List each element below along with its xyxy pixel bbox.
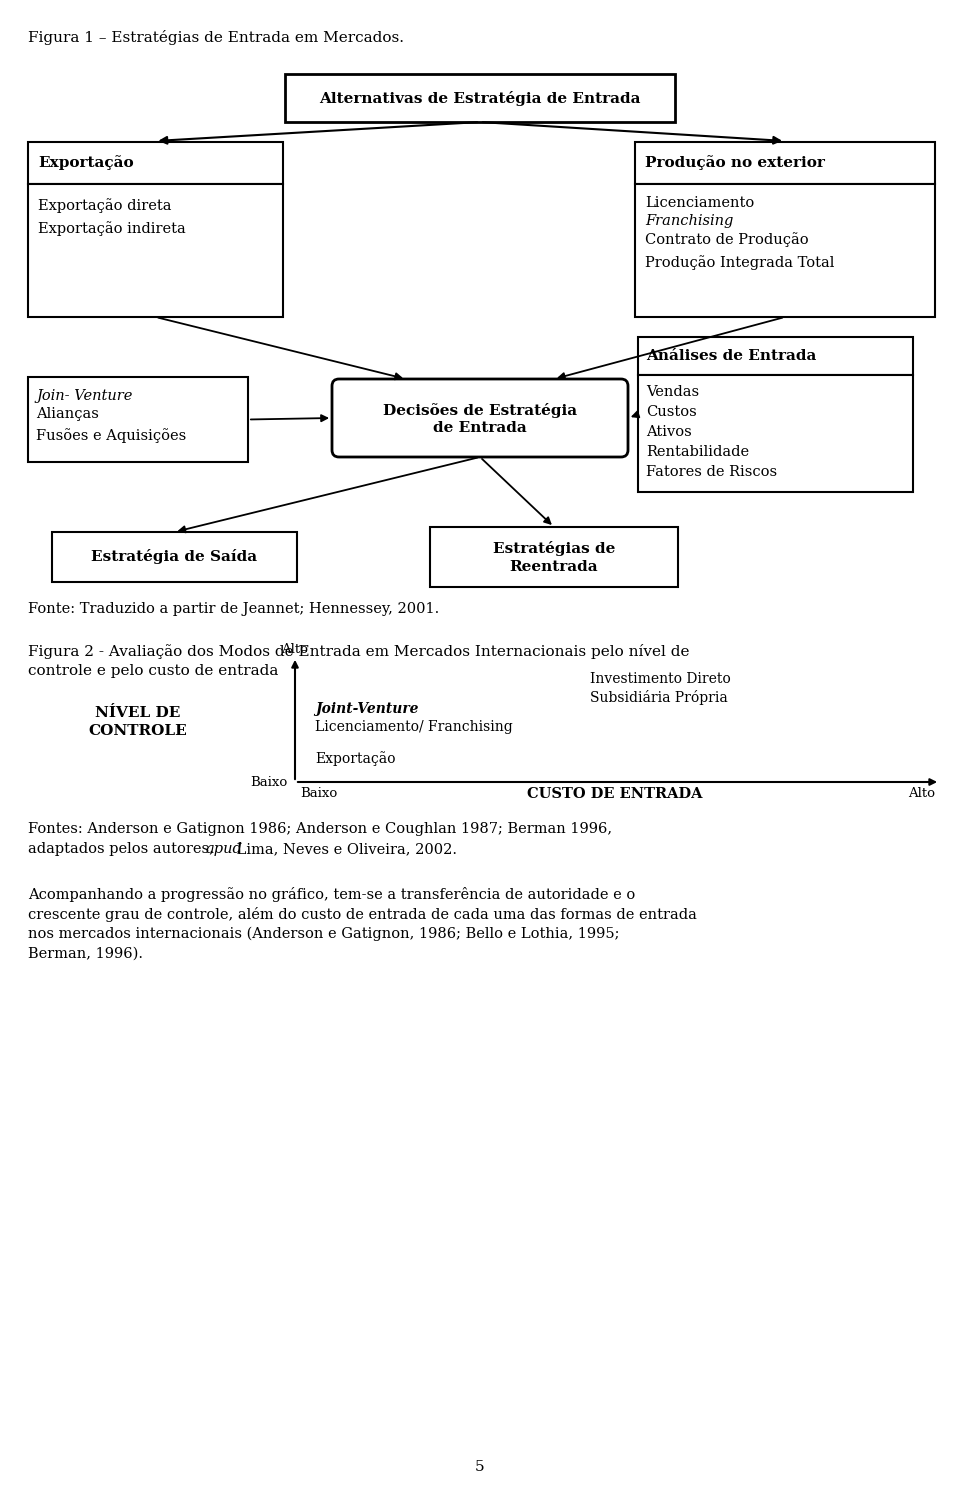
- Text: Baixo: Baixo: [250, 775, 287, 789]
- Bar: [28, 377, 248, 463]
- Text: 5: 5: [475, 1460, 485, 1473]
- Text: Alto: Alto: [281, 643, 308, 656]
- Bar: [638, 376, 913, 493]
- Text: Produção no exterior: Produção no exterior: [645, 156, 825, 170]
- Text: Joint-Venture: Joint-Venture: [315, 701, 419, 716]
- Text: nos mercados internacionais (Anderson e Gatignon, 1986; Bello e Lothia, 1995;: nos mercados internacionais (Anderson e …: [28, 927, 619, 942]
- Text: Lima, Neves e Oliveira, 2002.: Lima, Neves e Oliveira, 2002.: [232, 843, 457, 856]
- Bar: [28, 143, 283, 185]
- Text: Berman, 1996).: Berman, 1996).: [28, 946, 143, 961]
- Bar: [635, 143, 935, 185]
- Bar: [28, 185, 283, 317]
- Text: Vendas
Custos
Ativos
Rentabilidade
Fatores de Riscos: Vendas Custos Ativos Rentabilidade Fator…: [646, 385, 778, 479]
- Text: NÍVEL DE
CONTROLE: NÍVEL DE CONTROLE: [88, 706, 187, 737]
- Text: Decisões de Estratégia: Decisões de Estratégia: [383, 403, 577, 418]
- Bar: [285, 74, 675, 122]
- Text: Franchising: Franchising: [645, 213, 733, 228]
- Text: Figura 2 - Avaliação dos Modos de Entrada em Mercados Internacionais pelo nível : Figura 2 - Avaliação dos Modos de Entrad…: [28, 644, 689, 677]
- Text: adaptados pelos autores,: adaptados pelos autores,: [28, 843, 219, 856]
- Bar: [638, 336, 913, 376]
- Text: Exportação: Exportação: [38, 156, 133, 170]
- Text: Investimento Direto: Investimento Direto: [590, 671, 731, 686]
- Text: Exportação: Exportação: [315, 751, 396, 766]
- Text: Baixo: Baixo: [300, 787, 337, 801]
- Text: Exportação direta
Exportação indireta: Exportação direta Exportação indireta: [38, 198, 185, 236]
- Text: Subsidiária Própria: Subsidiária Própria: [590, 689, 728, 704]
- Text: Estratégia de Saída: Estratégia de Saída: [91, 550, 257, 565]
- Text: Licenciamento: Licenciamento: [645, 195, 755, 210]
- Bar: [635, 185, 935, 317]
- Text: Licenciamento/ Franchising: Licenciamento/ Franchising: [315, 719, 513, 734]
- FancyBboxPatch shape: [332, 379, 628, 457]
- Text: apud: apud: [206, 843, 243, 856]
- Bar: [52, 532, 297, 581]
- Text: Contrato de Produção
Produção Integrada Total: Contrato de Produção Produção Integrada …: [645, 231, 834, 270]
- Bar: [430, 527, 678, 587]
- Text: Análises de Entrada: Análises de Entrada: [646, 348, 816, 363]
- Text: Estratégias de: Estratégias de: [492, 542, 615, 557]
- Text: Reentrada: Reentrada: [510, 560, 598, 574]
- Text: crescente grau de controle, além do custo de entrada de cada uma das formas de e: crescente grau de controle, além do cust…: [28, 907, 697, 922]
- Text: Fonte: Traduzido a partir de Jeannet; Hennessey, 2001.: Fonte: Traduzido a partir de Jeannet; He…: [28, 602, 440, 616]
- Text: CUSTO DE ENTRADA: CUSTO DE ENTRADA: [527, 787, 703, 801]
- Text: Figura 1 – Estratégias de Entrada em Mercados.: Figura 1 – Estratégias de Entrada em Mer…: [28, 30, 404, 45]
- Text: Alternativas de Estratégia de Entrada: Alternativas de Estratégia de Entrada: [320, 90, 640, 105]
- Text: de Entrada: de Entrada: [433, 421, 527, 436]
- Text: Alto: Alto: [908, 787, 935, 801]
- Text: Join- Venture: Join- Venture: [36, 389, 132, 403]
- Text: Acompanhando a progressão no gráfico, tem-se a transferência de autoridade e o: Acompanhando a progressão no gráfico, te…: [28, 888, 636, 903]
- Text: Alianças
Fusões e Aquisições: Alianças Fusões e Aquisições: [36, 407, 186, 443]
- Text: Fontes: Anderson e Gatignon 1986; Anderson e Coughlan 1987; Berman 1996,: Fontes: Anderson e Gatignon 1986; Anders…: [28, 822, 612, 837]
